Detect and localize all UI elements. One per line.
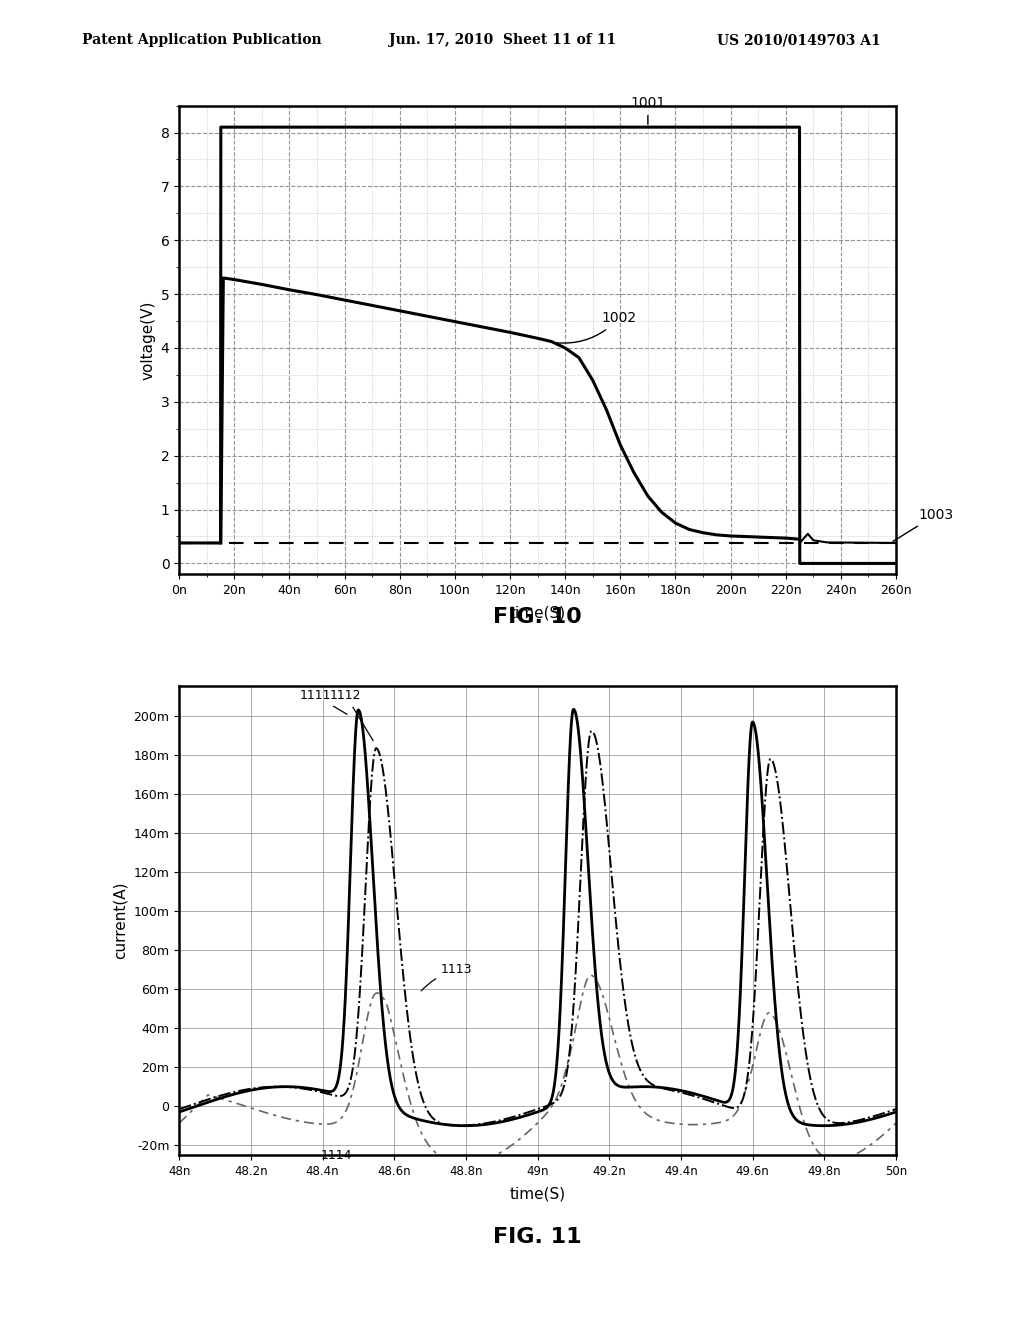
Text: 1003: 1003: [893, 508, 953, 541]
X-axis label: time(S): time(S): [510, 606, 565, 620]
Text: 1113: 1113: [421, 964, 472, 991]
Text: FIG. 11: FIG. 11: [494, 1228, 582, 1247]
Text: 1111: 1111: [300, 689, 347, 714]
Text: Patent Application Publication: Patent Application Publication: [82, 33, 322, 48]
Text: 1114: 1114: [322, 1150, 352, 1162]
Y-axis label: current(A): current(A): [113, 882, 128, 960]
Text: FIG. 10: FIG. 10: [494, 607, 582, 627]
Text: Jun. 17, 2010  Sheet 11 of 11: Jun. 17, 2010 Sheet 11 of 11: [389, 33, 616, 48]
Text: US 2010/0149703 A1: US 2010/0149703 A1: [717, 33, 881, 48]
Text: 1001: 1001: [630, 96, 666, 124]
Text: 1112: 1112: [330, 689, 373, 741]
X-axis label: time(S): time(S): [510, 1187, 565, 1201]
Text: 1002: 1002: [557, 312, 636, 343]
Y-axis label: voltage(V): voltage(V): [140, 300, 155, 380]
